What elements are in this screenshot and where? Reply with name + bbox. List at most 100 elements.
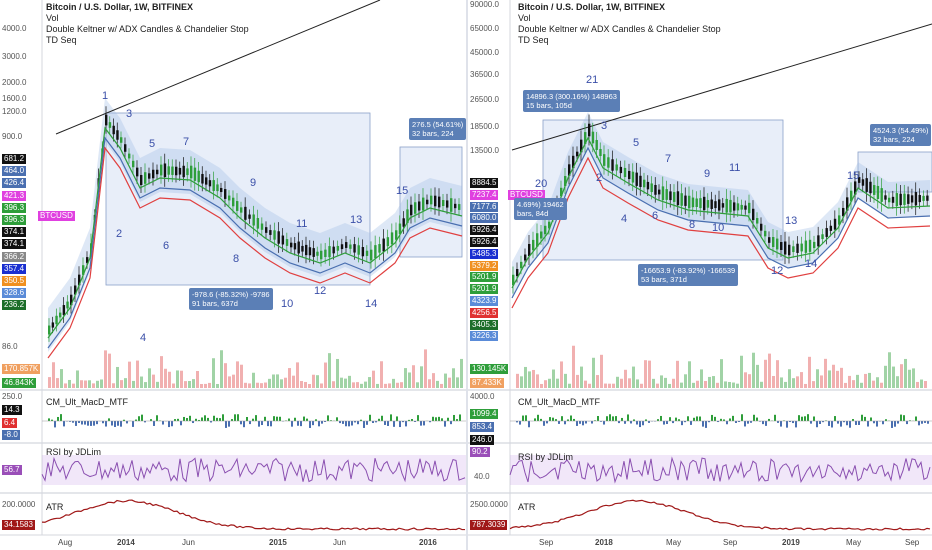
right-symbol-title[interactable]: Bitcoin / U.S. Dollar, 1W, BITFINEX bbox=[518, 2, 666, 12]
right-legend-tdseq[interactable]: TD Seq bbox=[518, 35, 549, 45]
x-axis-label: Sep bbox=[539, 538, 554, 547]
volume-bar bbox=[100, 379, 103, 388]
right-price-tag: 3226.3 bbox=[470, 331, 499, 342]
candle-body bbox=[402, 218, 405, 227]
measure-info-box[interactable]: 4524.3 (54.49%) 32 bars, 224 bbox=[870, 124, 932, 146]
macd-bar bbox=[156, 415, 158, 421]
right-chart-panel[interactable]: Bitcoin / U.S. Dollar, 1W, BITFINEX Vol … bbox=[468, 0, 932, 550]
right-macd-label[interactable]: CM_Ult_MacD_MTF bbox=[518, 397, 601, 407]
measure-info-box[interactable]: 14896.3 (300.16%) 148963 15 bars, 105d bbox=[523, 90, 620, 112]
measure-info-box[interactable]: 4.69%) 19462 bars, 84d bbox=[514, 198, 567, 220]
candle-body bbox=[340, 244, 344, 250]
macd-bar bbox=[846, 421, 848, 426]
volume-bar bbox=[156, 381, 159, 388]
macd-bar bbox=[150, 419, 152, 421]
macd-bar bbox=[201, 417, 203, 421]
candle-body bbox=[564, 176, 567, 186]
macd-bar bbox=[900, 414, 902, 421]
macd-bar bbox=[342, 421, 344, 424]
x-axis-label: Jun bbox=[333, 538, 346, 547]
macd-bar bbox=[69, 421, 71, 422]
measure-info-box[interactable]: -16653.9 (-83.92%) -166539 53 bars, 371d bbox=[638, 264, 739, 286]
macd-bar bbox=[252, 418, 254, 421]
volume-bar bbox=[204, 383, 207, 388]
candle-body bbox=[576, 151, 579, 157]
macd-bar bbox=[690, 421, 692, 425]
volume-bar bbox=[216, 383, 219, 388]
left-chart-canvas[interactable] bbox=[0, 0, 466, 550]
macd-bar bbox=[735, 421, 737, 424]
volume-bar bbox=[112, 383, 115, 388]
left-rsi-label[interactable]: RSI by JDLim bbox=[46, 447, 102, 457]
left-symbol-title[interactable]: Bitcoin / U.S. Dollar, 1W, BITFINEX bbox=[46, 2, 194, 12]
macd-bar bbox=[267, 421, 269, 427]
left-price-tag: 357.4 bbox=[2, 263, 27, 274]
macd-bar bbox=[270, 421, 272, 427]
x-axis-label: 2016 bbox=[419, 538, 437, 547]
candle-body bbox=[74, 285, 77, 295]
candle-body bbox=[729, 199, 732, 213]
right-chart-canvas[interactable] bbox=[468, 0, 932, 550]
volume-bar bbox=[288, 368, 291, 388]
left-legend-keltner[interactable]: Double Keltner w/ ADX Candles & Chandeli… bbox=[46, 24, 249, 34]
measure-info-box[interactable]: -978.6 (-85.32%) -9786 91 bars, 637d bbox=[189, 288, 273, 310]
candle-body bbox=[353, 244, 356, 253]
right-legend-keltner[interactable]: Double Keltner w/ ADX Candles & Chandeli… bbox=[518, 24, 721, 34]
right-legend: Bitcoin / U.S. Dollar, 1W, BITFINEX Vol … bbox=[518, 2, 721, 46]
macd-bar bbox=[300, 421, 302, 427]
macd-bar bbox=[582, 421, 584, 426]
right-rsi-label[interactable]: RSI by JDLim bbox=[518, 452, 574, 462]
macd-bar bbox=[750, 421, 752, 423]
left-atr-label[interactable]: ATR bbox=[46, 502, 64, 512]
left-legend-vol[interactable]: Vol bbox=[46, 13, 59, 23]
macd-bar bbox=[168, 421, 170, 428]
right-atr-label[interactable]: ATR bbox=[518, 502, 536, 512]
volume-bar bbox=[800, 372, 803, 388]
macd-bar bbox=[126, 421, 128, 424]
right-price-tag: 8884.5 bbox=[470, 178, 499, 188]
volume-bar bbox=[784, 381, 787, 388]
candle-body bbox=[619, 166, 623, 174]
volume-bar bbox=[616, 376, 619, 388]
macd-bar bbox=[849, 421, 851, 428]
volume-bar bbox=[596, 375, 599, 388]
macd-bar bbox=[723, 419, 725, 421]
macd-bar bbox=[246, 416, 248, 421]
candle-body bbox=[108, 122, 112, 128]
volume-bar bbox=[240, 364, 243, 388]
left-chart-panel[interactable]: Bitcoin / U.S. Dollar, 1W, BITFINEX Vol … bbox=[0, 0, 466, 550]
candle-body bbox=[918, 194, 921, 203]
measure-info-box[interactable]: 276.5 (54.61%) 32 bars, 224 bbox=[409, 118, 466, 140]
macd-bar bbox=[906, 421, 908, 425]
left-legend-tdseq[interactable]: TD Seq bbox=[46, 35, 77, 45]
volume-bar bbox=[712, 376, 715, 388]
macd-bar bbox=[873, 421, 875, 424]
macd-bar bbox=[450, 421, 452, 425]
wave-label: 11 bbox=[296, 218, 308, 230]
macd-bar bbox=[117, 421, 119, 426]
wave-label: 4 bbox=[621, 213, 628, 225]
candle-body bbox=[160, 164, 163, 176]
left-macd-label[interactable]: CM_Ult_MacD_MTF bbox=[46, 397, 129, 407]
panel-divider[interactable] bbox=[466, 0, 468, 550]
x-axis-label: 2015 bbox=[269, 538, 287, 547]
candle-body bbox=[458, 204, 461, 210]
left-price-tag: 366.2 bbox=[2, 251, 27, 262]
wave-label: 12 bbox=[314, 285, 327, 297]
volume-bar bbox=[132, 380, 135, 388]
macd-bar bbox=[111, 421, 113, 426]
right-legend-vol[interactable]: Vol bbox=[518, 13, 531, 23]
volume-bar bbox=[220, 350, 223, 388]
macd-bar bbox=[567, 419, 569, 421]
right-price-tick: 45000.0 bbox=[470, 48, 499, 57]
macd-bar bbox=[570, 415, 572, 421]
volume-bar bbox=[192, 379, 195, 388]
candle-body bbox=[450, 198, 453, 212]
candle-body bbox=[858, 177, 861, 183]
left-price-tick: 1200.0 bbox=[2, 107, 27, 116]
x-axis-label: 2019 bbox=[782, 538, 800, 547]
volume-bar bbox=[436, 380, 439, 388]
volume-bar bbox=[404, 368, 407, 388]
candle-body bbox=[568, 164, 571, 176]
macd-bar bbox=[540, 418, 542, 421]
